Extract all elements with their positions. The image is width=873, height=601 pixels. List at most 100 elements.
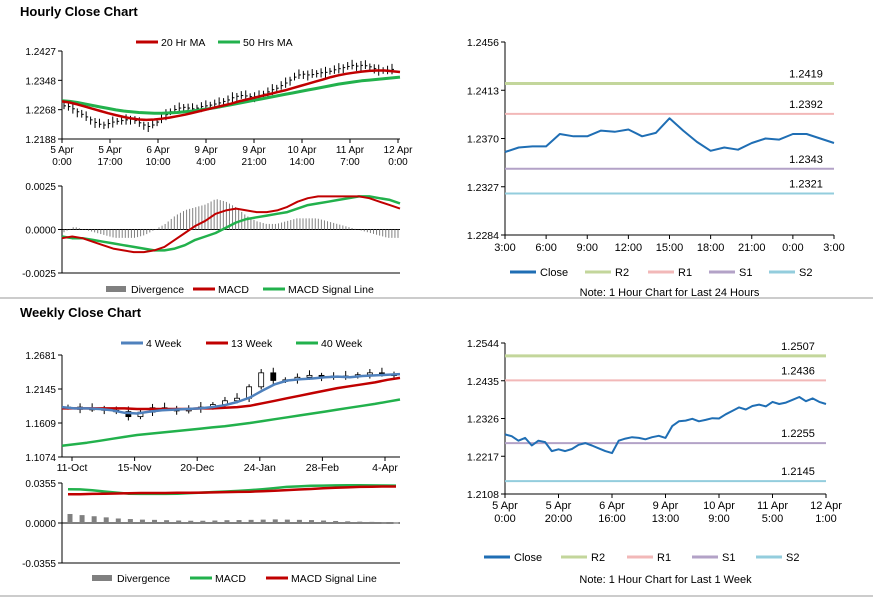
weekly-40week-line xyxy=(61,398,401,448)
weekly-macd-divergence-bar xyxy=(357,521,363,523)
weekly-macd-legend-macd-label: MACD xyxy=(215,573,246,585)
weekly-pivot-legend-label-close: Close xyxy=(514,552,542,564)
weekly-pivot-ytick-label: 1.2217 xyxy=(467,451,499,463)
weekly-macd-divergence-bar xyxy=(321,520,327,523)
hourly-price-xtick-time: 7:00 xyxy=(340,157,360,168)
hourly-macd-legend-macd-label: MACD xyxy=(218,284,249,296)
weekly-macd-divergence-bar xyxy=(296,519,302,523)
weekly-macd-divergence-bar xyxy=(164,520,170,523)
weekly-pivot-xtick-time: 13:00 xyxy=(652,513,680,525)
weekly-pivot-level-label-s2: 1.2145 xyxy=(781,466,815,478)
weekly-macd-divergence-bar xyxy=(79,515,85,523)
weekly-macd-divergence-bar xyxy=(152,519,158,523)
weekly-pivot-xtick-date: 11 Apr xyxy=(757,500,788,512)
hourly-pivot-level-label-r1: 1.2392 xyxy=(789,99,823,111)
weekly-macd-legend-divergence-label: Divergence xyxy=(117,573,170,585)
weekly-pivot-level-label-r2: 1.2507 xyxy=(781,341,815,353)
weekly-macd-ytick-label: 0.0355 xyxy=(25,479,56,490)
hourly-price-ytick-label: 1.2188 xyxy=(25,135,56,146)
weekly-price-xtick-label: 11-Oct xyxy=(57,462,88,474)
hourly-pivot-level-label-r2: 1.2419 xyxy=(789,69,823,81)
weekly-pivot-ytick-label: 1.2326 xyxy=(467,414,499,426)
weekly-candle-body xyxy=(270,372,277,381)
weekly-pivot-legend-label-s2: S2 xyxy=(786,552,799,564)
hourly-legend-20hr-ma-label: 20 Hr MA xyxy=(161,37,205,49)
hourly-pivot-legend-label-s2: S2 xyxy=(799,267,812,279)
weekly-legend-4week-label: 4 Week xyxy=(146,338,182,350)
weekly-legend-13week-label: 13 Week xyxy=(231,338,273,350)
hourly-macd-line xyxy=(61,195,401,254)
weekly-macd-legend-signal-label: MACD Signal Line xyxy=(291,573,377,585)
weekly-price-xtick-label: 15-Nov xyxy=(118,462,153,474)
weekly-macd-divergence-bar xyxy=(260,519,266,523)
hourly-pivot-note: Note: 1 Hour Chart for Last 24 Hours xyxy=(580,287,760,299)
hourly-macd-ytick-label: -0.0025 xyxy=(22,269,56,280)
hourly-price-ytick-label: 1.2268 xyxy=(25,106,56,117)
weekly-price-xtick-label: 28-Feb xyxy=(306,462,339,474)
weekly-candle-body xyxy=(234,397,240,402)
weekly-macd-divergence-bar xyxy=(67,513,73,523)
weekly-pivot-ytick-label: 1.2108 xyxy=(467,489,499,501)
weekly-macd-divergence-bar xyxy=(91,516,97,523)
weekly-pivot-xtick-time: 5:00 xyxy=(762,513,783,525)
hourly-pivot-ytick-label: 1.2284 xyxy=(467,230,499,242)
hourly-pivot-legend-label-s1: S1 xyxy=(739,267,752,279)
weekly-pivot-note: Note: 1 Hour Chart for Last 1 Week xyxy=(579,574,752,586)
hourly-pivot-ytick-label: 1.2327 xyxy=(467,182,499,194)
hourly-pivot-ytick-label: 1.2413 xyxy=(467,85,499,97)
weekly-macd-divergence-bar xyxy=(333,520,339,523)
weekly-price-ytick-label: 1.1609 xyxy=(25,419,56,430)
hourly-pivot-xtick-label: 3:00 xyxy=(823,242,844,254)
weekly-macd-divergence-bar xyxy=(115,518,121,523)
weekly-4week-line xyxy=(61,372,401,415)
weekly-price-xtick-label: 24-Jan xyxy=(244,462,276,474)
hourly-pivot-ytick-label: 1.2370 xyxy=(467,134,499,146)
weekly-price-ytick-label: 1.2145 xyxy=(25,385,56,396)
weekly-pivot-xtick-time: 1:00 xyxy=(815,513,836,525)
weekly-macd-legend-divergence-swatch xyxy=(92,575,112,581)
weekly-macd-divergence-bar xyxy=(369,521,375,523)
hourly-price-xtick-time: 17:00 xyxy=(97,157,122,168)
hourly-price-xtick-date: 9 Apr xyxy=(194,145,218,156)
weekly-pivot-xtick-date: 5 Apr xyxy=(492,500,518,512)
weekly-macd-signal-line xyxy=(68,485,396,496)
weekly-macd-divergence-bar xyxy=(345,521,351,523)
hourly-macd-ytick-label: 0.0000 xyxy=(25,226,56,237)
weekly-price-ytick-label: 1.2681 xyxy=(25,351,56,362)
hourly-pivot-legend-label-close: Close xyxy=(540,267,568,279)
hourly-price-xtick-time: 4:00 xyxy=(196,157,216,168)
hourly-macd-ytick-label: 0.0025 xyxy=(25,182,56,193)
weekly-macd-divergence-bar xyxy=(176,520,182,523)
hourly-price-xtick-time: 0:00 xyxy=(388,157,408,168)
weekly-pivot-legend-label-s1: S1 xyxy=(722,552,735,564)
hourly-pivot-xtick-label: 12:00 xyxy=(615,242,643,254)
hourly-price-xtick-date: 9 Apr xyxy=(242,145,266,156)
weekly-candle-body xyxy=(306,374,313,378)
hourly-pivot-close-line xyxy=(504,117,835,153)
weekly-macd-divergence-bar xyxy=(103,517,109,523)
hourly-price-xtick-time: 14:00 xyxy=(289,157,314,168)
hourly-price-xtick-date: 5 Apr xyxy=(98,145,122,156)
weekly-macd-divergence-bar xyxy=(188,520,194,523)
weekly-pivot-xtick-time: 9:00 xyxy=(708,513,729,525)
weekly-macd-divergence-bar xyxy=(381,522,387,524)
weekly-macd-divergence-bar xyxy=(224,520,230,523)
weekly-section-title: Weekly Close Chart xyxy=(20,305,142,320)
weekly-pivot-ytick-label: 1.2435 xyxy=(467,376,499,388)
weekly-macd-divergence-bar xyxy=(127,519,133,523)
weekly-pivot-xtick-date: 6 Apr xyxy=(599,500,625,512)
hourly-pivot-xtick-label: 21:00 xyxy=(738,242,766,254)
hourly-price-xtick-time: 21:00 xyxy=(241,157,266,168)
hourly-price-xtick-date: 6 Apr xyxy=(146,145,170,156)
weekly-pivot-xtick-date: 12 Apr xyxy=(810,500,842,512)
weekly-macd-ytick-label: -0.0355 xyxy=(22,559,56,570)
hourly-pivot-xtick-label: 0:00 xyxy=(782,242,803,254)
hourly-price-xtick-date: 10 Apr xyxy=(288,145,318,156)
weekly-price-xtick-label: 4-Apr xyxy=(372,462,398,474)
hourly-macd-legend-divergence-swatch xyxy=(106,286,126,292)
hourly-macd-legend-signal-label: MACD Signal Line xyxy=(288,284,374,296)
weekly-legend-40week-label: 40 Week xyxy=(321,338,363,350)
weekly-pivot-legend-label-r1: R1 xyxy=(657,552,671,564)
hourly-section-title: Hourly Close Chart xyxy=(20,4,138,19)
